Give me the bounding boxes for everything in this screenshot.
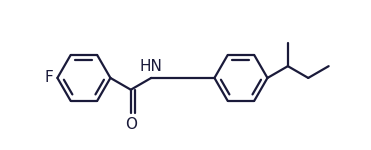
Text: O: O — [125, 117, 137, 132]
Text: F: F — [45, 70, 53, 86]
Text: HN: HN — [140, 59, 162, 74]
